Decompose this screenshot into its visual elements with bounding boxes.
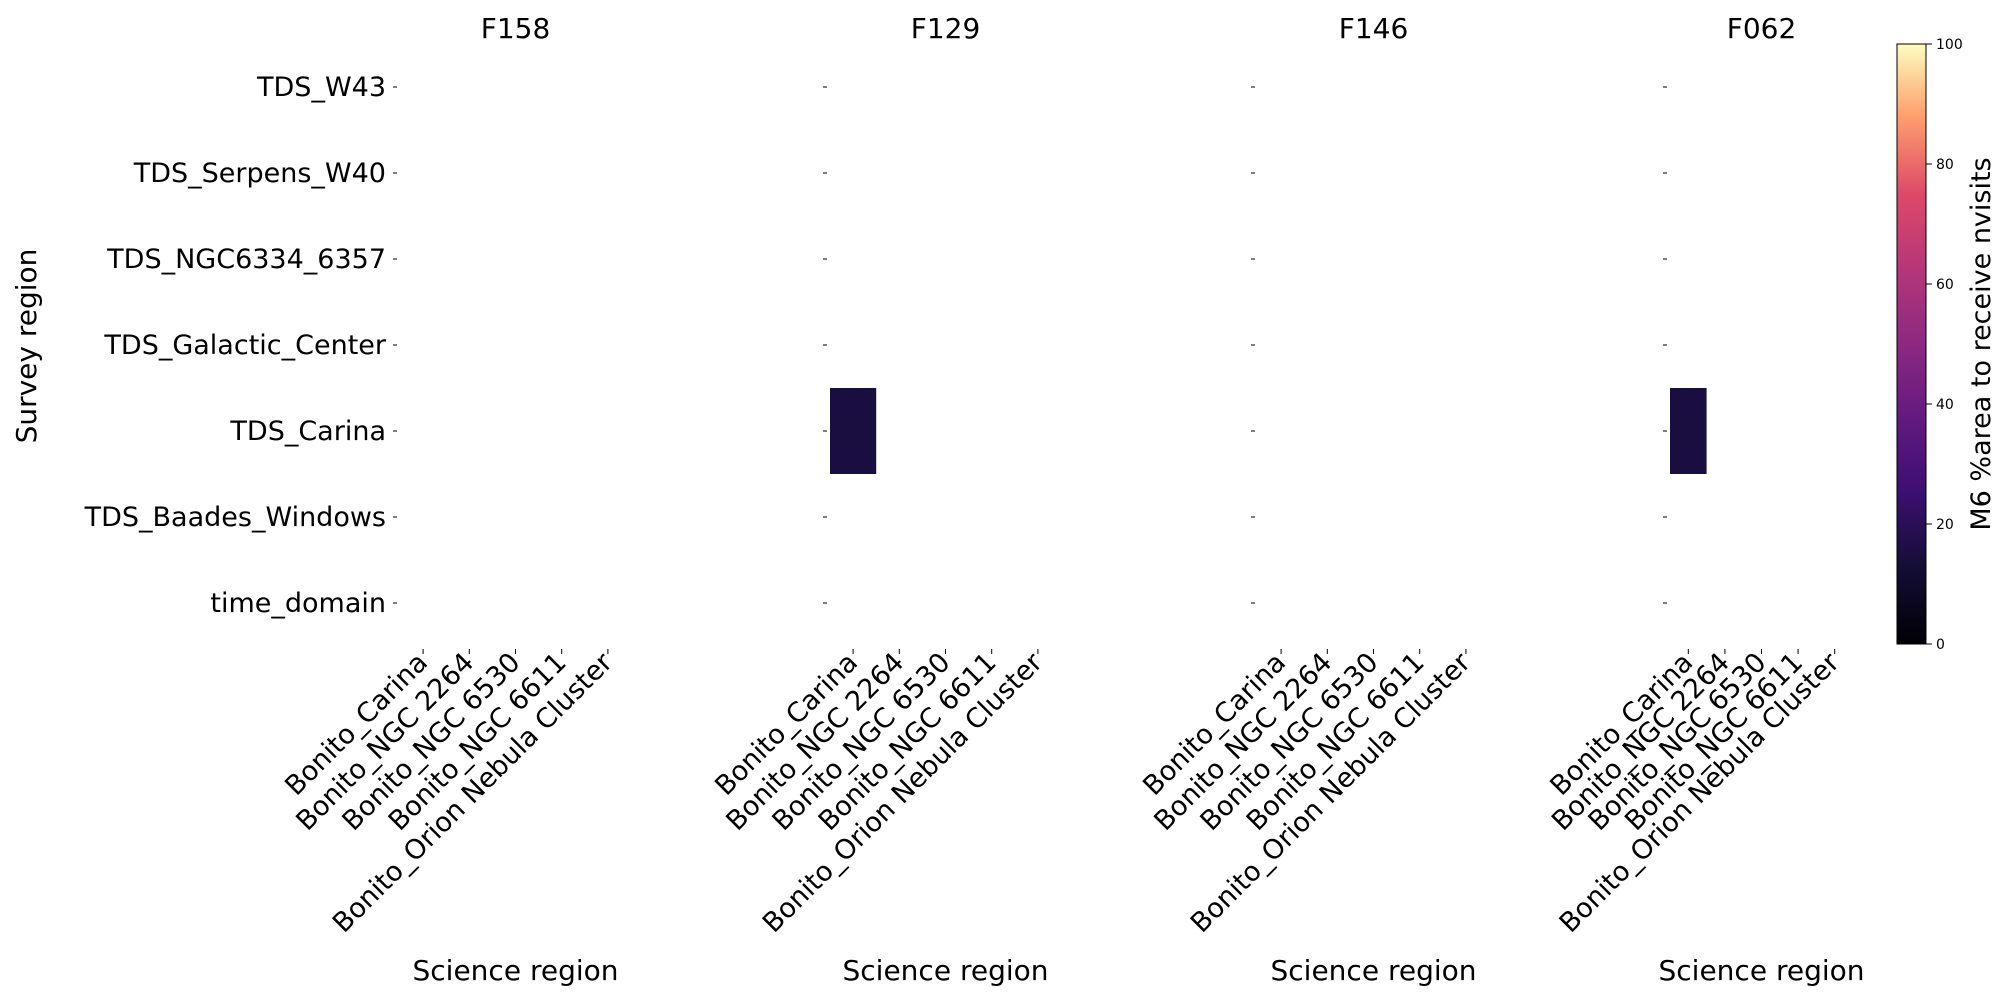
colorbar-tick-label: 60 [1936,277,1954,293]
colorbar-tick-label: 40 [1936,397,1954,413]
panel-title: F062 [1727,12,1797,45]
y-tick-label: TDS_W43 [256,72,386,103]
y-tick-label: time_domain [210,588,386,619]
y-tick-label: TDS_NGC6334_6357 [106,244,386,275]
x-axis-label: Science region [1659,954,1865,987]
panel-title: F146 [1339,12,1409,45]
x-axis-label: Science region [843,954,1049,987]
y-axis-label: Survey region [10,249,43,444]
y-tick-label: TDS_Serpens_W40 [133,158,386,189]
colorbar-tick-label: 100 [1936,37,1963,53]
panel-title: F158 [481,12,551,45]
heatmap-cell [830,388,877,474]
colorbar-tick-label: 0 [1936,637,1945,653]
heatmap-panels: F158 TDS_W43 TDS_Serpens_W40 TDS_NGC6334_63… [84,12,1865,987]
y-tick-label: TDS_Galactic_Center [103,330,386,361]
colorbar-tick-label: 20 [1936,517,1954,533]
x-axis-label: Science region [413,954,619,987]
colorbar-scale [1896,43,1927,645]
colorbar-tick-label: 80 [1936,157,1954,173]
panel-title: F129 [911,12,981,45]
colorbar: 0 20 40 60 80 100 M6 %area to receive nvisits [1896,37,1997,653]
colorbar-label: M6 %area to receive nvisits [1966,157,1997,530]
y-tick-label: TDS_Carina [229,416,386,447]
heatmap-cell [1670,388,1707,474]
panel-f158: F158 TDS_W43 TDS_Serpens_W40 TDS_NGC6334_63… [84,12,620,987]
y-tick-label: TDS_Baades_Windows [84,502,386,533]
x-axis-label: Science region [1271,954,1477,987]
